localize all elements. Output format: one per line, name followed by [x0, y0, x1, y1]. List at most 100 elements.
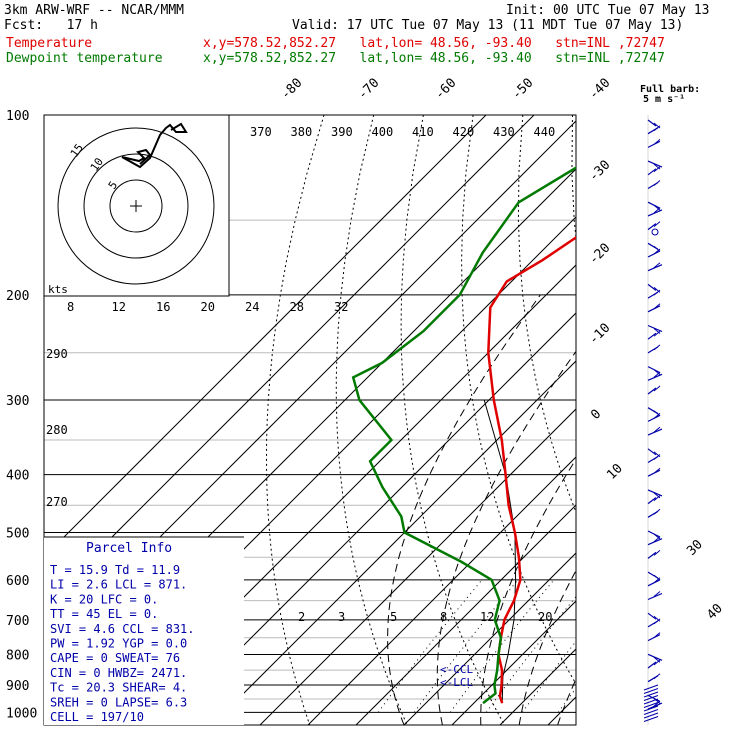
- wind-barb-flag: [653, 371, 661, 378]
- wind-barb-flag: [653, 289, 661, 296]
- hodograph-speed-label: 24: [245, 300, 259, 314]
- pressure-label: 900: [6, 679, 29, 694]
- pressure-label: 200: [6, 289, 29, 304]
- dry-adiabat: [622, 115, 740, 725]
- mixing-ratio-label: 20: [538, 610, 552, 624]
- temperature-legend: Temperature: [6, 36, 93, 51]
- wind-barb: [643, 702, 659, 708]
- hodograph-speed-label: 16: [156, 300, 170, 314]
- wind-barb: [643, 698, 659, 705]
- wind-barb: [647, 592, 663, 601]
- theta-e-label: 430: [493, 125, 515, 139]
- pressure-label: 600: [6, 574, 29, 589]
- dewpoint-legend: Dewpoint temperature: [6, 51, 163, 66]
- wind-barb-flag: [653, 550, 661, 556]
- moist-adiabat: [480, 458, 576, 725]
- moist-adiabat: [387, 294, 541, 725]
- pressure-label: 700: [6, 614, 29, 629]
- mixing-ratio-label: 8: [440, 610, 447, 624]
- wind-barb-flag: [653, 166, 661, 173]
- parcel-info-row: CIN = 0 HWBZ= 2471.: [50, 666, 187, 680]
- dry-adiabat: [461, 115, 576, 685]
- isotherm-label: -50: [509, 76, 536, 103]
- isotherm: [499, 648, 576, 725]
- wind-barb: [647, 223, 657, 231]
- wind-barb: [643, 716, 659, 722]
- wind-barb-flag: [653, 632, 661, 638]
- isotherm-label: -20: [586, 241, 613, 268]
- wind-barb-flag: [653, 536, 661, 543]
- mixing-ratio-label: 2: [298, 610, 305, 624]
- isotherm: [44, 115, 487, 558]
- isotherm: [547, 696, 576, 725]
- wind-barb-flag: [653, 495, 661, 501]
- wind-barb-flag: [653, 221, 661, 227]
- moist-adiabat: [557, 678, 576, 725]
- parcel-info-row: CAPE = 0 SWEAT= 76: [50, 651, 180, 665]
- pressure-label: 100: [6, 109, 29, 124]
- mixing-ratio-line: [521, 640, 576, 713]
- dewpoint-line: [351, 166, 576, 705]
- theta-e-label: 440: [534, 125, 556, 139]
- wind-barb-flag: [653, 673, 661, 680]
- parcel-info-row: T = 15.9 Td = 11.9: [50, 563, 180, 577]
- mixing-ratio-line: [377, 579, 483, 713]
- wind-barb: [643, 712, 659, 719]
- ccl-marker: <-CCL: [440, 663, 473, 676]
- barb-key-line2: 5 m s⁻¹: [643, 94, 686, 105]
- pressure-label: 1000: [6, 706, 37, 721]
- wind-barb-flag: [653, 700, 661, 707]
- wind-barb-flag: [653, 344, 661, 351]
- wind-barb: [643, 691, 659, 698]
- mixing-ratio-label: 3: [338, 610, 345, 624]
- mixing-ratio-label: 12: [480, 610, 494, 624]
- plot-frame: [43, 114, 577, 726]
- init-time: Init: 00 UTC Tue 07 May 13: [506, 3, 710, 18]
- parcel-info-row: K = 20 LFC = 0.: [50, 592, 158, 606]
- dry-adiabat: [517, 115, 576, 514]
- wind-barb-flag: [653, 330, 661, 337]
- dry-adiabat: [335, 115, 408, 725]
- hodograph-ring: [83, 153, 189, 259]
- wind-barb: [647, 448, 657, 456]
- parcel-info-row: LI = 2.6 LCL = 871.: [50, 578, 187, 592]
- hodograph-ring: [109, 179, 163, 233]
- wind-barb-flag: [653, 413, 661, 419]
- wind-barb-flag: [653, 207, 661, 214]
- wind-barb: [647, 332, 657, 340]
- theta-label: 290: [46, 347, 68, 361]
- parcel-info-row: CELL = 197/10: [50, 710, 144, 724]
- barb-key-line1: Full barb:: [640, 84, 701, 95]
- wind-barb: [647, 428, 663, 436]
- theta-e-label: 420: [453, 125, 475, 139]
- parcel-info-box: [44, 537, 244, 725]
- isotherm-label: -70: [355, 76, 382, 103]
- isotherm-label: -80: [278, 76, 305, 103]
- isotherm-label: 0: [588, 407, 604, 423]
- theta-e-label: 390: [331, 125, 353, 139]
- hodograph-speed-label: 28: [290, 300, 304, 314]
- isotherm-label: -40: [586, 76, 613, 103]
- wind-barb: [647, 160, 663, 168]
- wind-barb-flag: [653, 618, 661, 625]
- theta-label: 270: [46, 495, 68, 509]
- wind-barb: [647, 538, 663, 546]
- wind-barb: [647, 653, 663, 661]
- wind-barb: [647, 489, 663, 497]
- wind-barb-flag: [653, 410, 661, 417]
- wind-barb: [647, 324, 663, 333]
- wind-barb: [647, 209, 663, 217]
- model-title: 3km ARW-WRF -- NCAR/MMM: [4, 3, 185, 18]
- isotherm: [259, 408, 576, 725]
- wind-barb: [643, 709, 659, 715]
- wind-barb-flag: [653, 591, 661, 597]
- hodograph-trace: [121, 122, 188, 169]
- theta-e-label: 400: [372, 125, 394, 139]
- wind-barb-flag: [653, 385, 661, 392]
- dry-adiabat: [672, 115, 740, 725]
- wind-barb: [643, 695, 659, 701]
- dewpoint-station-info: x,y=578.52,852.27 lat,lon= 48.56, -93.40…: [203, 51, 665, 66]
- parcel-info-title: Parcel Info: [86, 541, 172, 556]
